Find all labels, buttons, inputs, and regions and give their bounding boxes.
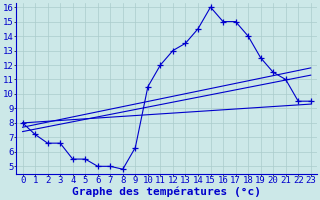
X-axis label: Graphe des températures (°c): Graphe des températures (°c) — [72, 187, 261, 197]
